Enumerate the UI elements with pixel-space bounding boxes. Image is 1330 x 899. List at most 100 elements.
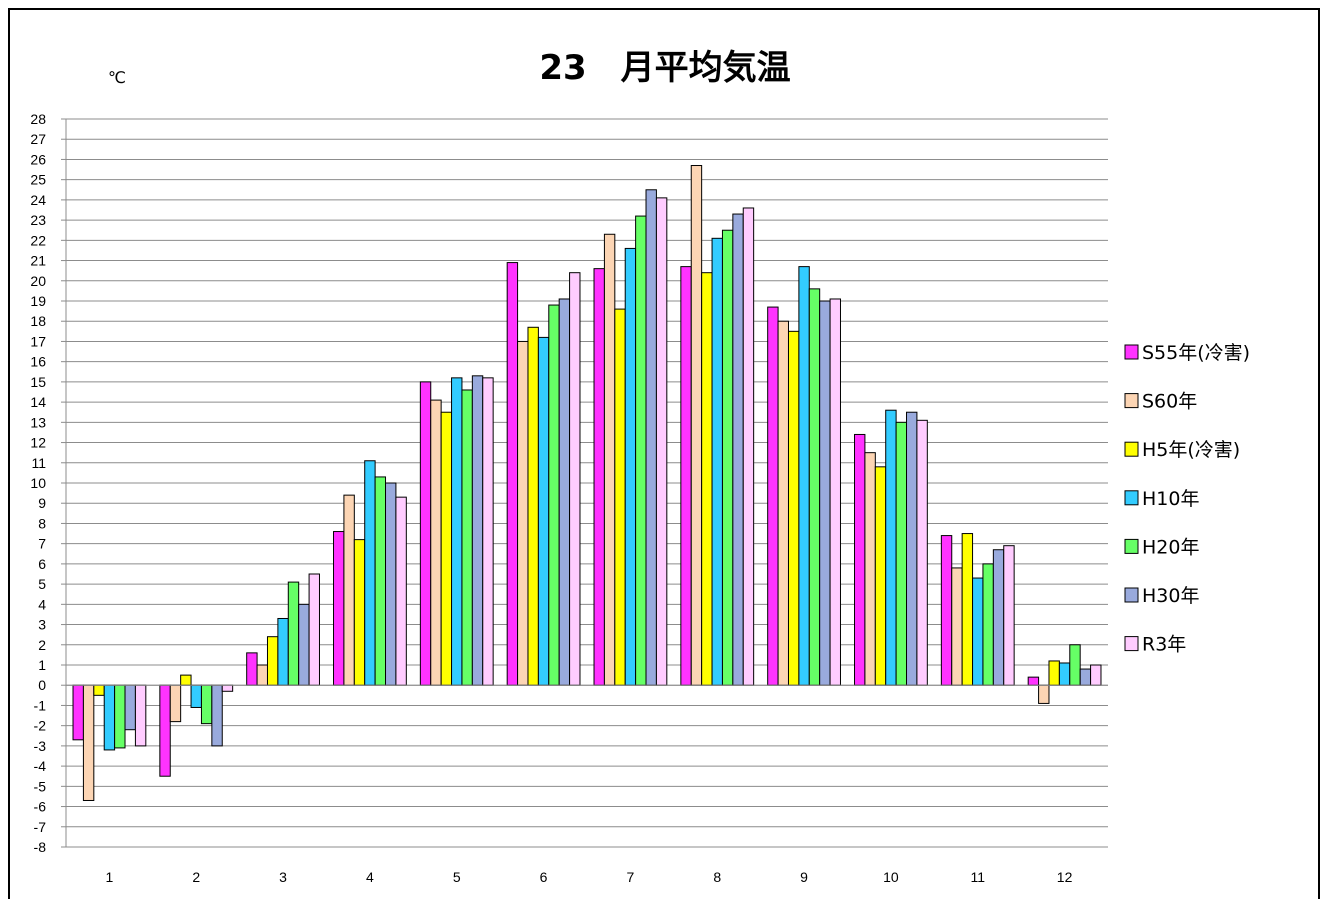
bar [200, 684, 213, 725]
bar [569, 272, 581, 686]
bar [982, 563, 994, 686]
x-tick-label: 8 [713, 869, 721, 885]
y-axis-ticks: 2827262524232221201918171615141312111098… [30, 111, 66, 855]
x-tick-label: 5 [453, 869, 461, 885]
legend-label: H10年 [1142, 488, 1199, 510]
legend-swatch [1124, 587, 1139, 603]
x-tick-label: 4 [366, 869, 374, 885]
y-tick-label: 15 [30, 374, 46, 390]
bar [353, 539, 366, 686]
bar [787, 330, 800, 686]
bar [72, 684, 84, 741]
y-tick-label: 24 [30, 192, 46, 208]
y-tick-label: 0 [38, 677, 46, 693]
x-tick-label: 3 [279, 869, 287, 885]
bar [655, 197, 668, 686]
bar [940, 535, 953, 686]
bar [537, 336, 550, 686]
legend-swatch [1124, 393, 1139, 409]
x-tick-label: 10 [883, 869, 899, 885]
y-tick-label: 25 [30, 172, 46, 188]
bar [951, 567, 963, 686]
bar [256, 664, 268, 686]
y-tick-label: -6 [34, 799, 47, 815]
y-tick-label: 17 [30, 333, 46, 349]
bar [885, 409, 897, 686]
bar [180, 674, 192, 686]
x-tick-label: 9 [800, 869, 808, 885]
x-tick-label: 2 [192, 869, 200, 885]
bar [819, 300, 831, 686]
bar [169, 684, 182, 723]
bar [721, 229, 734, 686]
x-tick-label: 7 [627, 869, 635, 885]
bar [124, 684, 136, 731]
bar [221, 684, 234, 692]
bar [874, 466, 887, 686]
bars [66, 165, 1108, 801]
bar [211, 684, 223, 747]
bar [471, 375, 484, 686]
grid-lines [65, 118, 1108, 848]
bar [593, 268, 605, 686]
bar [385, 482, 397, 686]
bar [430, 399, 442, 686]
y-tick-label: 28 [30, 111, 46, 127]
y-axis-unit-label: ℃ [108, 68, 126, 87]
bar [635, 215, 647, 686]
y-tick-label: -7 [34, 819, 47, 835]
bar [482, 377, 494, 686]
legend-swatch [1124, 538, 1139, 554]
bar [603, 233, 616, 686]
legend-label: S55年(冷害) [1142, 342, 1250, 364]
legend-swatch [1124, 441, 1139, 457]
bar [114, 684, 126, 749]
bar [374, 476, 387, 686]
bar [134, 684, 147, 747]
y-tick-label: -1 [34, 697, 47, 713]
bar [742, 207, 755, 686]
legend-label: H5年(冷害) [1142, 439, 1240, 461]
bar [277, 617, 289, 686]
bar [1048, 660, 1060, 686]
bar [558, 298, 571, 686]
y-tick-label: 4 [38, 596, 46, 612]
bar [1058, 662, 1071, 686]
legend-swatch [1124, 636, 1139, 652]
y-tick-label: 20 [30, 273, 46, 289]
bar [461, 389, 473, 686]
bar [614, 308, 626, 686]
y-tick-label: -5 [34, 778, 47, 794]
y-tick-label: 14 [30, 394, 46, 410]
bar [1038, 684, 1050, 704]
x-tick-label: 12 [1057, 869, 1073, 885]
bar [1079, 668, 1092, 686]
y-tick-label: 10 [30, 475, 46, 491]
y-tick-label: -3 [34, 738, 47, 754]
bar [808, 288, 821, 686]
y-tick-label: 7 [38, 536, 46, 552]
bar [451, 377, 463, 686]
bar [992, 549, 1005, 686]
y-tick-label: 5 [38, 576, 46, 592]
y-tick-label: 9 [38, 495, 46, 511]
x-axis-ticks: 1 2 3 4 5 6 7 8 9 10 11 12 [106, 869, 1073, 885]
bar [864, 452, 876, 686]
bar [624, 247, 637, 686]
bar [854, 433, 866, 686]
y-tick-label: 3 [38, 617, 46, 633]
bar [916, 419, 928, 686]
bar [711, 237, 723, 686]
bar [343, 494, 355, 686]
y-tick-label: -2 [34, 718, 47, 734]
bar [364, 460, 376, 686]
bar [645, 189, 657, 686]
bar [767, 306, 779, 686]
y-tick-label: 22 [30, 232, 46, 248]
chart-title: 23 月平均気温 [539, 48, 791, 88]
bar [895, 421, 908, 686]
y-tick-label: 6 [38, 556, 46, 572]
bar [972, 577, 984, 686]
bar [527, 326, 539, 686]
x-tick-label: 1 [106, 869, 114, 885]
